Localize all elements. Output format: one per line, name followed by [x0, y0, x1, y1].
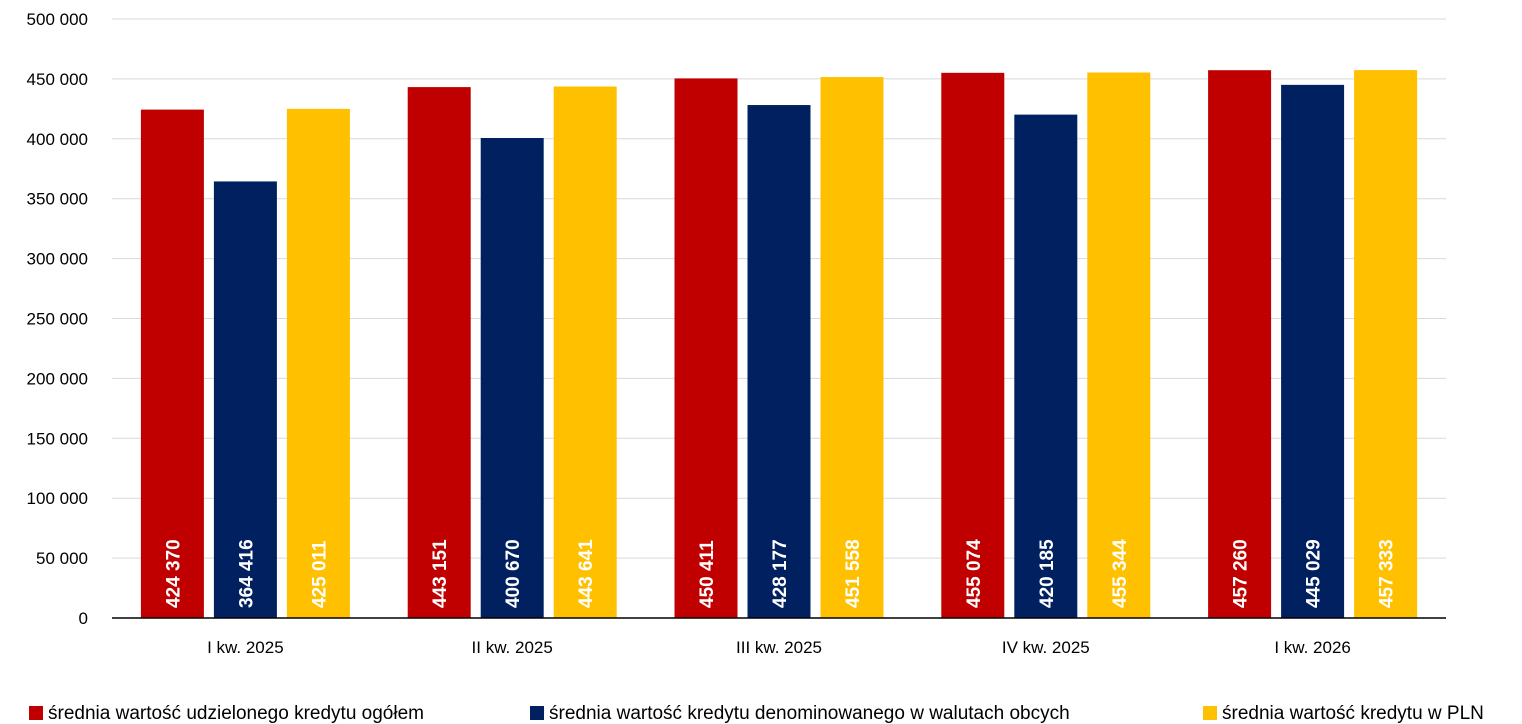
bar — [553, 86, 617, 619]
y-axis-ticks: 0 50 000 100 000 150 000 200 000 250 000 300 0… — [27, 10, 88, 628]
data-label: 420 185 — [1037, 539, 1058, 608]
x-tick-label: I kw. 2025 — [207, 638, 284, 657]
bar — [213, 181, 277, 618]
data-label: 443 151 — [430, 539, 451, 608]
y-tick-label: 350 000 — [27, 190, 88, 209]
x-tick-label: III kw. 2025 — [736, 638, 822, 657]
data-label: 450 411 — [697, 540, 718, 608]
x-axis-ticks: I kw. 2025 II kw. 2025 III kw. 2025 IV kw. … — [207, 638, 1351, 657]
y-tick-label: 150 000 — [27, 429, 88, 448]
y-tick-label: 100 000 — [27, 489, 88, 508]
bar — [1014, 114, 1078, 618]
data-label: 424 370 — [163, 539, 184, 608]
y-tick-label: 200 000 — [27, 369, 88, 388]
data-label: 445 029 — [1304, 539, 1325, 608]
legend-label: średnia wartość kredytu w PLN — [1222, 703, 1484, 724]
legend-swatch — [530, 706, 544, 720]
bar — [941, 72, 1005, 618]
data-label: 455 074 — [964, 539, 985, 608]
legend-label: średnia wartość kredytu denominowanego w… — [549, 703, 1070, 724]
bar — [1354, 70, 1418, 619]
legend-swatch — [29, 706, 43, 720]
legend-label: średnia wartość udzielonego kredytu ogół… — [48, 703, 424, 724]
data-label: 457 333 — [1377, 539, 1398, 608]
bar — [286, 108, 350, 618]
bars — [140, 70, 1418, 619]
data-label: 428 177 — [770, 539, 791, 608]
data-label: 443 641 — [576, 539, 597, 608]
bar — [1281, 84, 1345, 619]
data-label: 451 558 — [843, 539, 864, 608]
bar — [480, 137, 544, 618]
legend: średnia wartość udzielonego kredytu ogół… — [29, 703, 1484, 724]
y-tick-label: 450 000 — [27, 70, 88, 89]
y-tick-label: 300 000 — [27, 250, 88, 269]
x-tick-label: I kw. 2026 — [1274, 638, 1351, 657]
data-label: 364 416 — [236, 539, 257, 608]
data-label: 400 670 — [503, 539, 524, 608]
data-labels: 424 370 364 416 425 011 443 151 400 670 443 6… — [163, 539, 1397, 608]
data-label: 455 344 — [1110, 539, 1131, 608]
x-tick-label: IV kw. 2025 — [1002, 638, 1090, 657]
bar — [674, 78, 738, 619]
legend-swatch — [1203, 706, 1217, 720]
bar — [1087, 72, 1151, 619]
x-tick-label: II kw. 2025 — [472, 638, 553, 657]
y-tick-label: 50 000 — [36, 549, 88, 568]
y-tick-label: 250 000 — [27, 310, 88, 329]
bar — [820, 77, 884, 619]
data-label: 425 011 — [309, 540, 330, 608]
bar — [407, 87, 471, 618]
bar — [140, 109, 204, 618]
data-label: 457 260 — [1231, 539, 1252, 608]
bar — [1208, 70, 1272, 619]
y-tick-label: 0 — [79, 609, 88, 628]
y-tick-label: 500 000 — [27, 10, 88, 29]
legend-item: średnia wartość kredytu w PLN — [1203, 703, 1484, 724]
y-tick-label: 400 000 — [27, 130, 88, 149]
bar — [747, 105, 811, 619]
legend-item: średnia wartość udzielonego kredytu ogół… — [29, 703, 424, 724]
legend-item: średnia wartość kredytu denominowanego w… — [530, 703, 1070, 724]
